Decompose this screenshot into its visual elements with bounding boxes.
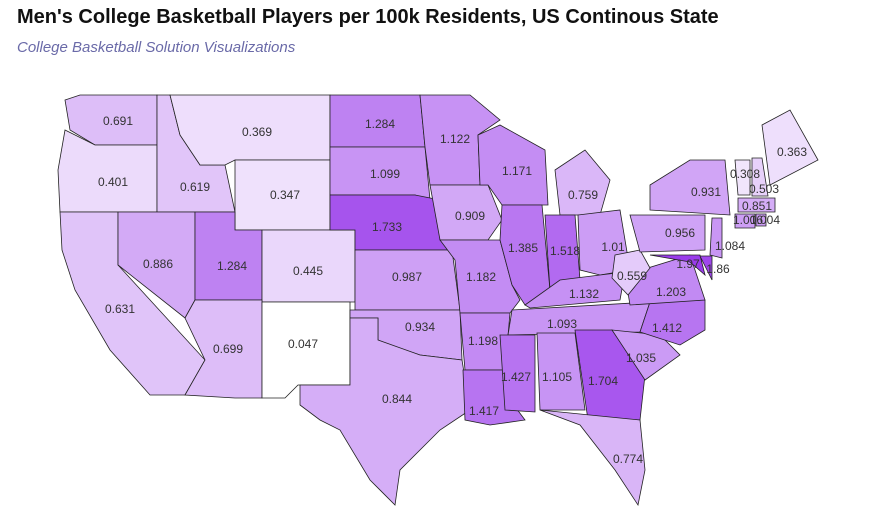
region	[554, 149, 611, 216]
region-value-label: 0.774	[613, 452, 643, 466]
region	[611, 249, 651, 296]
region	[709, 217, 723, 259]
region-value-label: 1.704	[588, 374, 618, 388]
region-value-label: 1.099	[370, 167, 400, 181]
region-value-label: 0.559	[617, 269, 647, 283]
region-value-label: 0.445	[293, 264, 323, 278]
region	[761, 109, 819, 186]
region-value-label: 0.934	[405, 320, 435, 334]
region-value-label: 0.931	[691, 185, 721, 199]
region	[429, 184, 503, 241]
region-value-label: 1.035	[626, 351, 656, 365]
region-value-label: 1.97	[676, 257, 700, 271]
region	[734, 213, 756, 229]
region	[649, 159, 731, 216]
region	[629, 214, 706, 253]
region	[499, 334, 536, 413]
region	[734, 159, 751, 196]
region-value-label: 0.691	[103, 114, 133, 128]
region-value-label: 0.619	[180, 180, 210, 194]
region-value-label: 1.122	[440, 132, 470, 146]
region-value-label: 1.132	[569, 287, 599, 301]
region-value-label: 0.047	[288, 337, 318, 351]
region-value-label: 0.347	[270, 188, 300, 202]
region	[299, 317, 471, 506]
region	[649, 254, 706, 277]
region	[699, 255, 713, 281]
region-value-label: 1.006	[733, 213, 763, 227]
region-value-label: 1.084	[715, 239, 745, 253]
region-value-label: 1.284	[365, 117, 395, 131]
region-value-label: 0.886	[143, 257, 173, 271]
region-value-label: 0.987	[392, 270, 422, 284]
region-value-label: 0.909	[455, 209, 485, 223]
region-value-label: 1.182	[466, 270, 496, 284]
region-value-label: 0.401	[98, 175, 128, 189]
region-value-label: 0.631	[105, 302, 135, 316]
region	[751, 157, 769, 197]
region-value-label: 0.759	[568, 188, 598, 202]
region	[737, 197, 776, 213]
region-value-label: 1.198	[468, 334, 498, 348]
region-value-label: 0.844	[382, 392, 412, 406]
region-value-label: 0.699	[213, 342, 243, 356]
region-value-label: 1.385	[508, 241, 538, 255]
region	[536, 332, 586, 411]
region	[261, 301, 351, 399]
region-value-label: 1.86	[706, 262, 730, 276]
region-value-label: 1.004	[750, 213, 780, 227]
map-title: Men's College Basketball Players per 100…	[17, 6, 719, 28]
region-value-label: 1.427	[501, 370, 531, 384]
region-value-label: 1.093	[547, 317, 577, 331]
region-value-label: 0.369	[242, 125, 272, 139]
region-value-label: 0.503	[749, 182, 779, 196]
region-value-label: 1.171	[502, 164, 532, 178]
region-value-label: 0.308	[730, 167, 760, 181]
region-value-label: 1.518	[550, 244, 580, 258]
region-value-label: 1.01	[601, 240, 625, 254]
region-value-label: 1.105	[542, 370, 572, 384]
map-subtitle: College Basketball Solution Visualizatio…	[17, 39, 296, 56]
region-value-label: 0.851	[742, 199, 772, 213]
region-value-label: 0.956	[665, 226, 695, 240]
region	[539, 409, 646, 507]
region-value-label: 1.733	[372, 220, 402, 234]
region-value-label: 1.412	[652, 321, 682, 335]
region	[755, 213, 767, 227]
region-value-label: 0.363	[777, 145, 807, 159]
region-value-label: 1.203	[656, 285, 686, 299]
region-value-label: 1.284	[217, 259, 247, 273]
region-value-label: 1.417	[469, 404, 499, 418]
